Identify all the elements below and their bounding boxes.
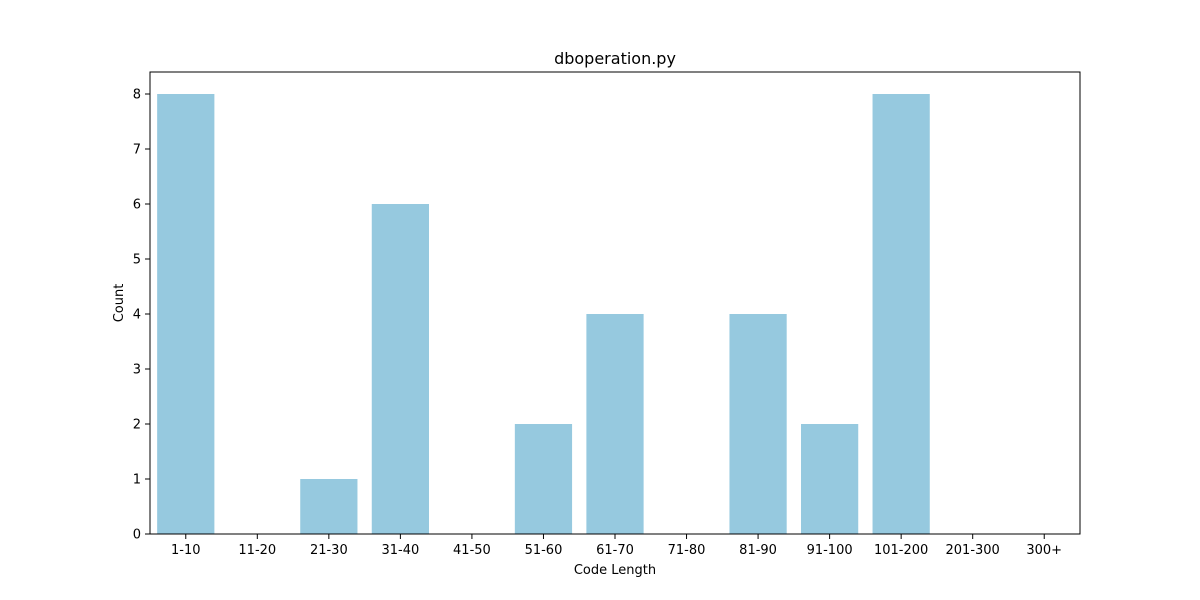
x-tick-label: 300+ bbox=[1026, 543, 1062, 558]
bar-101-200 bbox=[872, 94, 930, 534]
x-tick-label: 61-70 bbox=[596, 543, 634, 558]
bars-group bbox=[157, 94, 930, 534]
chart-title: dboperation.py bbox=[554, 49, 676, 68]
bar-21-30 bbox=[300, 479, 358, 534]
bar-91-100 bbox=[801, 424, 859, 534]
bar-61-70 bbox=[586, 314, 644, 534]
y-tick-label: 6 bbox=[133, 198, 141, 213]
y-tick-label: 2 bbox=[133, 418, 141, 433]
x-tick-label: 21-30 bbox=[310, 543, 348, 558]
x-tick-label: 101-200 bbox=[874, 543, 928, 558]
bar-81-90 bbox=[729, 314, 787, 534]
y-tick-label: 1 bbox=[133, 473, 141, 488]
y-tick-label: 3 bbox=[133, 363, 141, 378]
x-tick-label: 71-80 bbox=[668, 543, 706, 558]
y-tick-label: 7 bbox=[133, 143, 141, 158]
x-axis-label: Code Length bbox=[574, 563, 656, 578]
y-tick-label: 8 bbox=[133, 88, 141, 103]
y-axis-label: Count bbox=[112, 284, 127, 323]
y-tick-label: 0 bbox=[133, 528, 141, 543]
y-tick-label: 5 bbox=[133, 253, 141, 268]
x-tick-label: 41-50 bbox=[453, 543, 491, 558]
x-tick-label: 91-100 bbox=[807, 543, 853, 558]
x-tick-label: 11-20 bbox=[238, 543, 276, 558]
bar-51-60 bbox=[514, 424, 573, 534]
x-tick-label: 51-60 bbox=[525, 543, 563, 558]
x-tick-label: 81-90 bbox=[739, 543, 777, 558]
y-tick-label: 4 bbox=[133, 308, 141, 323]
x-tick-label: 31-40 bbox=[381, 543, 419, 558]
x-tick-label: 1-10 bbox=[171, 543, 201, 558]
x-tick-label: 201-300 bbox=[946, 543, 1000, 558]
bar-1-10 bbox=[157, 94, 215, 534]
y-axis: 0 1 2 3 4 5 6 7 8 bbox=[133, 88, 150, 543]
bar-31-40 bbox=[371, 204, 429, 534]
x-axis: 1-10 11-20 21-30 31-40 41-50 51-60 61-70 71-80 8… bbox=[171, 534, 1062, 558]
